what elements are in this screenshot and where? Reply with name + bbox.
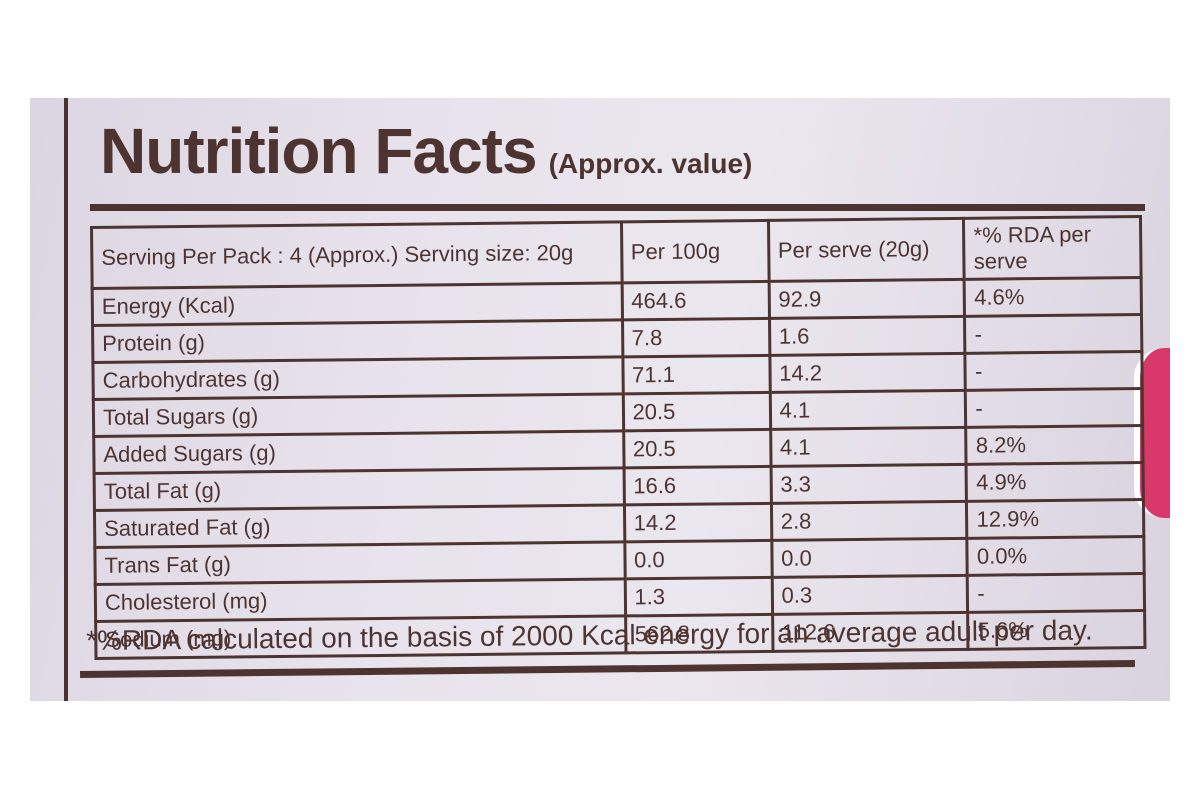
per-serve-value: 4.1	[769, 390, 967, 430]
nutrient-name: Added Sugars (g)	[93, 430, 624, 474]
bottom-rule	[80, 659, 1136, 678]
nutrient-name: Energy (Kcal)	[92, 282, 623, 326]
per-100g-value: 16.6	[623, 466, 772, 505]
rda-value: -	[964, 314, 1142, 354]
panel-title: Nutrition Facts	[100, 115, 538, 187]
per-100g-value: 20.5	[622, 392, 771, 431]
per-100g-value: 7.8	[622, 318, 770, 357]
rda-value: 4.9%	[966, 462, 1144, 502]
per-serve-value: 3.3	[770, 464, 967, 504]
nutrient-name: Carbohydrates (g)	[92, 356, 623, 400]
panel-subtitle: (Approx. value)	[548, 148, 753, 179]
per-100g-value: 0.0	[624, 540, 772, 579]
nutrition-label-photo: Nutrition Facts (Approx. value) Serving …	[30, 98, 1170, 701]
nutrient-name: Total Sugars (g)	[93, 393, 624, 437]
rda-value: -	[965, 388, 1143, 428]
per-serve-value: 0.0	[771, 538, 968, 578]
per-serve-value: 0.3	[771, 575, 969, 615]
per-serve-value: 4.1	[770, 427, 967, 467]
nutrient-name: Saturated Fat (g)	[94, 504, 625, 548]
rda-value: 8.2%	[966, 425, 1144, 465]
title-row: Nutrition Facts (Approx. value)	[100, 114, 752, 188]
rda-value: 12.9%	[966, 499, 1144, 539]
per-serve-value: 2.8	[771, 501, 968, 541]
package-pink-edge	[1134, 348, 1170, 518]
per-100g-value: 464.6	[621, 281, 770, 320]
table-header-row: Serving Per Pack : 4 (Approx.) Serving s…	[91, 216, 1142, 289]
rda-value: 0.0%	[967, 536, 1145, 576]
per-100g-value: 71.1	[622, 355, 770, 394]
nutrient-name: Protein (g)	[92, 319, 623, 363]
rda-value: 4.6%	[964, 277, 1142, 317]
per-serve-value: 92.9	[768, 279, 965, 319]
rda-value: -	[965, 351, 1143, 391]
header-serving: Serving Per Pack : 4 (Approx.) Serving s…	[91, 221, 622, 289]
per-serve-value: 14.2	[769, 353, 966, 393]
per-100g-value: 1.3	[624, 577, 773, 616]
top-rule	[90, 204, 1145, 211]
nutrient-name: Trans Fat (g)	[94, 541, 625, 585]
header-per-serve: Per serve (20g)	[768, 218, 965, 282]
rda-value: -	[967, 573, 1145, 613]
panel-edge	[64, 98, 68, 701]
per-serve-value: 1.6	[769, 316, 966, 356]
per-100g-value: 20.5	[623, 429, 771, 468]
header-rda: *% RDA per serve	[963, 216, 1142, 280]
header-per-100g: Per 100g	[621, 220, 769, 283]
nutrition-table: Serving Per Pack : 4 (Approx.) Serving s…	[90, 215, 1146, 660]
nutrient-name: Cholesterol (mg)	[95, 578, 626, 622]
nutrient-name: Total Fat (g)	[94, 467, 624, 511]
per-100g-value: 14.2	[623, 503, 772, 542]
